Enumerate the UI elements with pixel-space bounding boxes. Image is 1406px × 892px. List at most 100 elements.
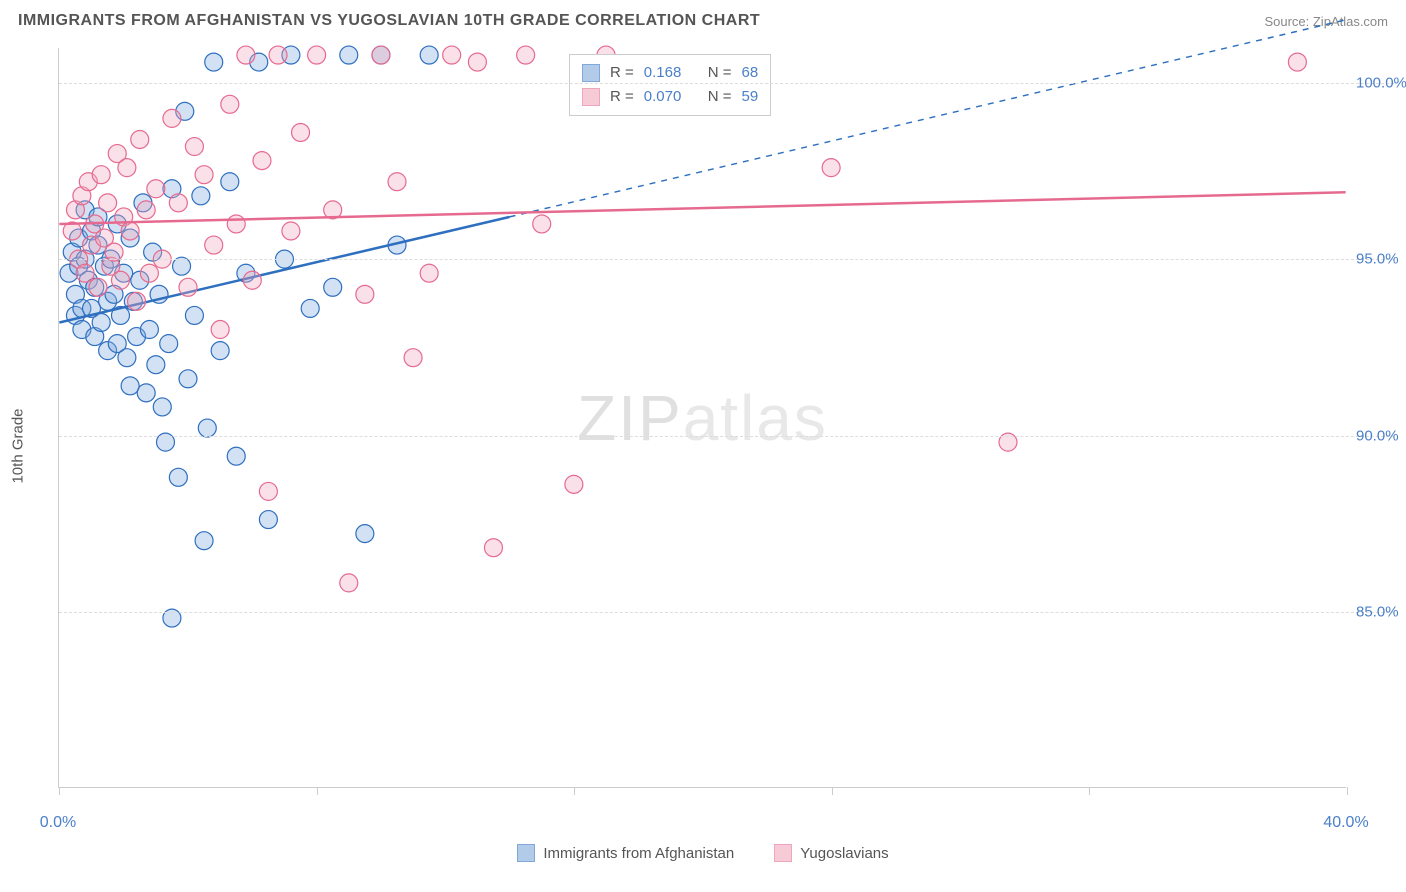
- chart-title: IMMIGRANTS FROM AFGHANISTAN VS YUGOSLAVI…: [18, 12, 760, 30]
- source-name: ZipAtlas.com: [1313, 14, 1388, 29]
- data-point: [443, 46, 461, 64]
- data-point: [192, 187, 210, 205]
- inset-legend: R =0.168N =68R =0.070N =59: [569, 54, 771, 116]
- data-point: [221, 173, 239, 191]
- data-point: [185, 138, 203, 156]
- data-point: [533, 215, 551, 233]
- data-point: [227, 447, 245, 465]
- trend-line-dashed: [510, 20, 1346, 217]
- data-point: [420, 264, 438, 282]
- source-citation: Source: ZipAtlas.com: [1264, 14, 1388, 29]
- y-tick-label: 85.0%: [1356, 603, 1406, 620]
- x-tick: [832, 787, 833, 795]
- data-point: [292, 123, 310, 141]
- data-point: [282, 222, 300, 240]
- legend-swatch: [517, 844, 535, 862]
- data-point: [211, 321, 229, 339]
- scatter-svg: [59, 48, 1346, 787]
- legend-series-label: Immigrants from Afghanistan: [543, 845, 734, 862]
- data-point: [169, 194, 187, 212]
- data-point: [179, 370, 197, 388]
- data-point: [340, 574, 358, 592]
- data-point: [227, 215, 245, 233]
- data-point: [89, 278, 107, 296]
- legend-n-value: 59: [742, 85, 759, 109]
- data-point: [340, 46, 358, 64]
- data-point: [128, 292, 146, 310]
- data-point: [1288, 53, 1306, 71]
- data-point: [259, 482, 277, 500]
- data-point: [160, 335, 178, 353]
- x-tick: [1347, 787, 1348, 795]
- x-tick: [1089, 787, 1090, 795]
- data-point: [404, 349, 422, 367]
- gridline: [59, 612, 1394, 613]
- data-point: [195, 166, 213, 184]
- data-point: [221, 95, 239, 113]
- data-point: [372, 46, 390, 64]
- data-point: [301, 299, 319, 317]
- data-point: [253, 152, 271, 170]
- data-point: [420, 46, 438, 64]
- data-point: [153, 398, 171, 416]
- data-point: [468, 53, 486, 71]
- data-point: [137, 201, 155, 219]
- bottom-legend-item: Immigrants from Afghanistan: [517, 844, 734, 862]
- data-point: [243, 271, 261, 289]
- legend-swatch: [582, 88, 600, 106]
- data-point: [324, 278, 342, 296]
- y-tick-label: 90.0%: [1356, 427, 1406, 444]
- data-point: [147, 356, 165, 374]
- data-point: [356, 285, 374, 303]
- trend-line: [59, 192, 1345, 224]
- data-point: [205, 53, 223, 71]
- x-tick: [574, 787, 575, 795]
- data-point: [137, 384, 155, 402]
- data-point: [169, 468, 187, 486]
- y-tick-label: 95.0%: [1356, 251, 1406, 268]
- x-tick-label: 0.0%: [40, 814, 76, 832]
- chart-header: IMMIGRANTS FROM AFGHANISTAN VS YUGOSLAVI…: [18, 12, 1388, 30]
- data-point: [179, 278, 197, 296]
- legend-r-value: 0.070: [644, 85, 698, 109]
- y-axis-label: 10th Grade: [10, 408, 27, 483]
- data-point: [140, 264, 158, 282]
- data-point: [185, 306, 203, 324]
- bottom-legend: Immigrants from Afghanistan Yugoslavians: [0, 844, 1406, 862]
- data-point: [388, 173, 406, 191]
- data-point: [140, 321, 158, 339]
- source-prefix: Source:: [1264, 14, 1312, 29]
- data-point: [147, 180, 165, 198]
- data-point: [356, 525, 374, 543]
- gridline: [59, 436, 1394, 437]
- data-point: [121, 377, 139, 395]
- x-tick: [59, 787, 60, 795]
- bottom-legend-item: Yugoslavians: [774, 844, 888, 862]
- x-tick-label: 40.0%: [1323, 814, 1368, 832]
- data-point: [484, 539, 502, 557]
- legend-n-label: N =: [708, 85, 732, 109]
- data-point: [565, 475, 583, 493]
- data-point: [131, 131, 149, 149]
- data-point: [118, 349, 136, 367]
- legend-series-label: Yugoslavians: [800, 845, 888, 862]
- legend-n-label: N =: [708, 61, 732, 85]
- data-point: [111, 271, 129, 289]
- data-point: [822, 159, 840, 177]
- legend-r-label: R =: [610, 85, 634, 109]
- y-tick-label: 100.0%: [1356, 75, 1406, 92]
- data-point: [237, 46, 255, 64]
- data-point: [76, 264, 94, 282]
- inset-legend-row: R = 0.070 N = 59: [582, 85, 758, 109]
- x-tick: [317, 787, 318, 795]
- data-point: [259, 511, 277, 529]
- legend-r-value: 0.168: [644, 61, 698, 85]
- data-point: [121, 222, 139, 240]
- data-point: [92, 166, 110, 184]
- gridline: [59, 259, 1394, 260]
- data-point: [269, 46, 287, 64]
- data-point: [195, 532, 213, 550]
- legend-swatch: [774, 844, 792, 862]
- plot-area: ZIPatlas R =0.168N =68R =0.070N =59 85.0…: [58, 48, 1346, 788]
- legend-swatch: [582, 64, 600, 82]
